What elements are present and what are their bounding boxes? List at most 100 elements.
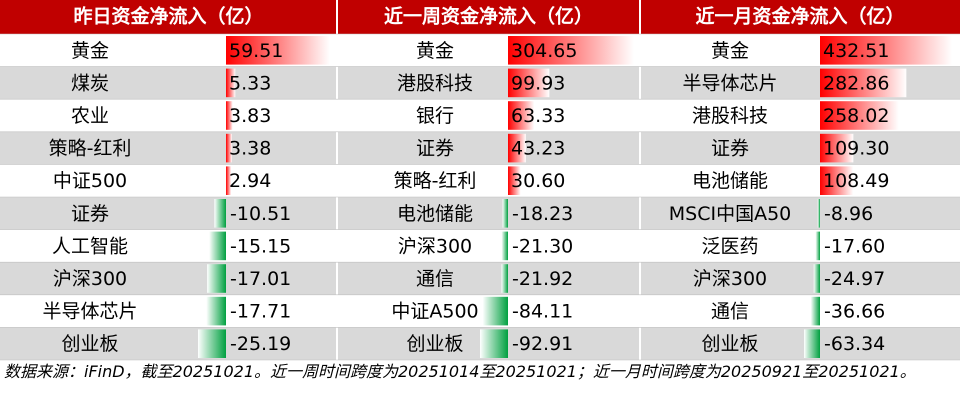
- row-value: 5.33: [229, 72, 271, 94]
- data-bar: [820, 166, 854, 195]
- row-name: 银行: [416, 105, 454, 127]
- row-value: 30.60: [511, 170, 565, 192]
- row-value: -17.71: [230, 301, 291, 323]
- row-value: 3.38: [229, 138, 271, 160]
- row-value: -63.34: [824, 333, 885, 355]
- row-value: 3.83: [229, 105, 271, 127]
- row-value: -18.23: [512, 203, 573, 225]
- header-bg: [0, 0, 960, 34]
- row-name: 港股科技: [692, 105, 768, 127]
- row-name: 人工智能: [52, 235, 128, 257]
- row-name: 证券: [711, 138, 749, 160]
- data-bar: [810, 296, 820, 326]
- row-bg: [0, 34, 960, 67]
- data-bar: [226, 36, 330, 65]
- row-bg: [0, 164, 960, 197]
- data-bar: [214, 199, 226, 228]
- row-value: -21.30: [512, 235, 573, 257]
- row-value: 258.02: [823, 105, 889, 127]
- row-value: -10.51: [230, 203, 291, 225]
- row-name: 黄金: [711, 40, 749, 62]
- column-header: 近一月资金净流入（亿）: [695, 5, 904, 28]
- row-value: 108.49: [823, 170, 889, 192]
- row-name: 策略-红利: [394, 170, 477, 192]
- row-name: 沪深300: [398, 235, 472, 257]
- row-name: 中证A500: [391, 301, 478, 323]
- row-bg: [0, 262, 960, 295]
- row-bg: [0, 66, 960, 100]
- row-name: 创业板: [61, 333, 118, 355]
- row-value: -15.15: [230, 235, 291, 257]
- row-name: 煤炭: [71, 72, 109, 94]
- data-bar: [226, 101, 233, 130]
- data-bar: [820, 133, 854, 163]
- row-value: -25.19: [230, 333, 291, 355]
- row-name: 半导体芯片: [682, 72, 777, 94]
- data-bar: [508, 101, 535, 130]
- row-value: 63.33: [511, 105, 565, 127]
- data-bar: [508, 133, 526, 163]
- column-header: 昨日资金净流入（亿）: [73, 5, 263, 28]
- data-bar: [226, 166, 232, 195]
- row-value: 99.93: [511, 72, 565, 94]
- row-name: 泛医药: [701, 235, 758, 257]
- row-name: 证券: [71, 203, 109, 225]
- row-value: 2.94: [229, 170, 271, 192]
- data-bar: [501, 231, 508, 261]
- data-bar: [820, 68, 907, 98]
- row-name: 黄金: [416, 40, 454, 62]
- row-name: MSCI中国A50: [669, 203, 792, 225]
- row-name: 创业板: [406, 333, 463, 355]
- row-name: 沪深300: [53, 268, 127, 290]
- data-bar: [226, 133, 232, 163]
- row-bg: [0, 99, 960, 132]
- data-bar: [209, 231, 226, 261]
- row-value: -8.96: [824, 203, 873, 225]
- row-bg: [0, 197, 960, 230]
- row-value: -21.92: [512, 268, 573, 290]
- row-value: 282.86: [823, 72, 889, 94]
- flow-table: 昨日资金净流入（亿） 黄金 59.51 煤炭 5.33 农业 3.83 策略-红利 3.38 中证…: [0, 0, 960, 361]
- row-name: 农业: [71, 105, 109, 127]
- row-value: 109.30: [823, 138, 889, 160]
- row-value: -17.01: [230, 268, 291, 290]
- data-bar: [502, 199, 508, 228]
- row-name: 港股科技: [397, 72, 473, 94]
- row-name: 中证500: [53, 170, 127, 192]
- row-value: -36.66: [824, 301, 885, 323]
- data-bar: [482, 296, 508, 326]
- data-bar: [815, 231, 820, 261]
- row-name: 策略-红利: [49, 138, 132, 160]
- data-bar: [820, 101, 899, 130]
- data-bar: [508, 36, 634, 65]
- data-bar: [501, 264, 508, 293]
- row-value: -84.11: [512, 301, 573, 323]
- row-bg: [0, 131, 960, 165]
- row-name: 沪深300: [693, 268, 767, 290]
- row-name: 半导体芯片: [42, 301, 137, 323]
- row-value: 59.51: [229, 40, 283, 62]
- data-bar: [226, 68, 236, 98]
- row-value: 304.65: [511, 40, 577, 62]
- data-bar: [480, 329, 508, 358]
- data-bar: [198, 329, 226, 358]
- row-name: 通信: [711, 301, 749, 323]
- row-name: 通信: [416, 268, 454, 290]
- row-name: 黄金: [71, 40, 109, 62]
- row-name: 电池储能: [397, 203, 473, 225]
- row-value: -92.91: [512, 333, 573, 355]
- row-bg: [0, 229, 960, 263]
- data-bar: [820, 36, 952, 65]
- row-value: -17.60: [824, 235, 885, 257]
- data-bar: [817, 199, 820, 228]
- row-bg: [0, 294, 960, 328]
- footnote: 数据来源：iFinD，截至20251021。近一周时间跨度为20251014至2…: [4, 362, 916, 381]
- row-name: 证券: [416, 138, 454, 160]
- data-bar: [813, 264, 820, 293]
- row-value: 43.23: [511, 138, 565, 160]
- row-value: 432.51: [823, 40, 889, 62]
- data-bar: [207, 264, 226, 293]
- column-header: 近一周资金净流入（亿）: [384, 5, 593, 28]
- data-bar: [508, 68, 550, 98]
